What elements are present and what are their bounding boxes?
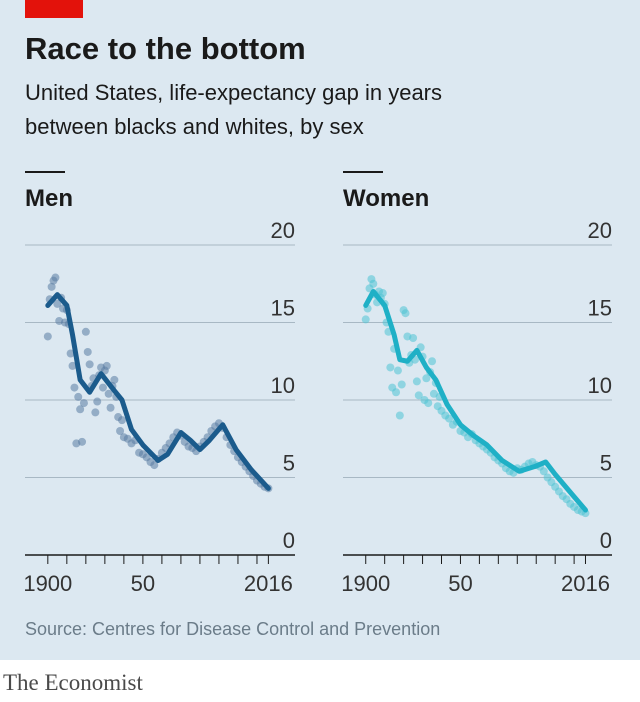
x-tick-label: 2016: [244, 571, 293, 596]
x-tick-label: 1900: [341, 571, 390, 596]
point: [106, 403, 115, 412]
y-tick-label: 10: [588, 373, 612, 398]
point: [422, 374, 431, 383]
point: [78, 437, 87, 446]
point: [395, 411, 404, 420]
point: [47, 282, 56, 291]
point: [68, 361, 77, 370]
line: [45, 292, 271, 491]
point: [79, 399, 88, 408]
point: [81, 327, 90, 336]
point: [409, 334, 418, 342]
point: [116, 427, 125, 435]
point: [361, 315, 370, 324]
point: [539, 467, 548, 476]
point: [117, 416, 126, 425]
point: [393, 366, 402, 375]
point: [70, 383, 79, 392]
point: [445, 414, 454, 423]
y-tick-label: 15: [588, 296, 612, 321]
point: [102, 361, 111, 370]
y-tick-label: 0: [600, 528, 612, 553]
y-tick-label: 10: [271, 373, 295, 398]
line: [363, 289, 588, 513]
source: Source: Centres for Disease Control and …: [25, 619, 440, 639]
point: [51, 273, 60, 282]
brand: The Economist: [3, 670, 143, 695]
point: [369, 279, 378, 288]
point: [74, 392, 83, 401]
title: Race to the bottom: [25, 31, 306, 66]
red-tag: [25, 0, 83, 18]
panel-title: Women: [343, 185, 429, 212]
y-tick-label: 0: [283, 528, 295, 553]
x-tick-label: 1900: [23, 571, 72, 596]
point: [93, 397, 102, 406]
point: [428, 357, 437, 366]
point: [104, 389, 113, 398]
point: [83, 347, 92, 356]
y-tick-label: 5: [600, 451, 612, 476]
point: [397, 380, 406, 389]
background: [0, 0, 640, 660]
y-tick-label: 20: [588, 218, 612, 243]
y-tick-label: 5: [283, 451, 295, 476]
x-tick-label: 50: [131, 571, 155, 596]
point: [76, 405, 85, 414]
point: [53, 299, 62, 308]
point: [412, 377, 421, 386]
point: [386, 363, 395, 372]
x-tick-label: 2016: [561, 571, 610, 596]
point: [414, 391, 423, 400]
point: [150, 461, 159, 470]
subtitle: between blacks and whites, by sex: [25, 114, 364, 139]
point: [378, 289, 387, 298]
point: [392, 388, 401, 397]
y-tick-label: 20: [271, 218, 295, 243]
point: [110, 375, 119, 384]
point: [401, 309, 410, 318]
subtitle: United States, life-expectancy gap in ye…: [25, 80, 442, 105]
x-tick-label: 50: [448, 571, 472, 596]
y-tick-label: 15: [271, 296, 295, 321]
point: [66, 349, 75, 358]
point: [91, 408, 100, 417]
point: [424, 399, 433, 408]
point: [43, 332, 52, 341]
point: [98, 383, 107, 392]
panel-title: Men: [25, 185, 73, 212]
point: [85, 360, 94, 369]
